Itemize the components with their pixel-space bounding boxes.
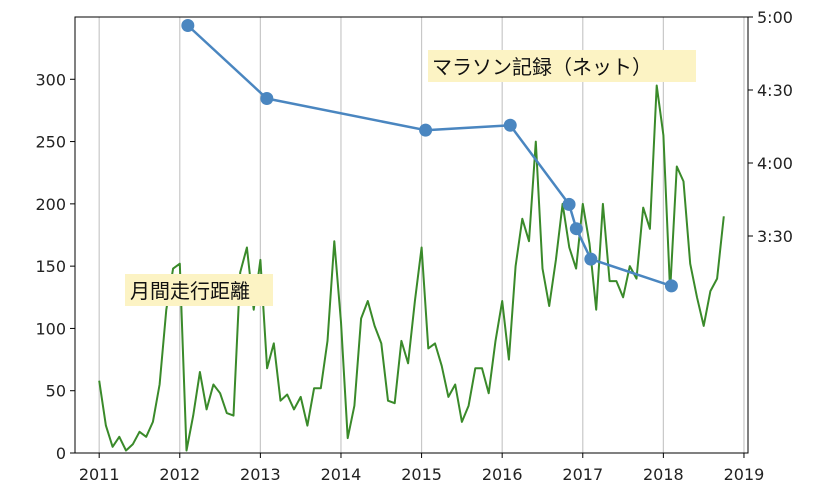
x-tick-label-2019: 2019 [724,465,765,484]
right-axis-ticks: 3:30 4:00 4:30 5:00 [748,8,793,246]
marathon-point-2 [419,123,433,137]
marathon-point-1 [260,92,274,106]
left-tick-label-150: 150 [35,257,66,276]
right-tick-label-2: 4:30 [757,81,793,100]
left-tick-label-100: 100 [35,319,66,338]
x-axis-ticks: 2011 2012 2013 2014 2015 2016 2017 2018 2019 [79,453,765,484]
x-tick-label-2018: 2018 [643,465,684,484]
marathon-point-0 [181,19,195,33]
marathon-series-label: マラソン記録（ネット） [432,55,652,79]
axes [74,16,749,454]
right-tick-label-1: 4:00 [757,154,793,173]
marathon-label-background [428,50,696,82]
distance-series-label: 月間走行距離 [130,279,250,303]
distance-label-box: 月間走行距離 [125,274,273,306]
right-tick-label-0: 3:30 [757,227,793,246]
vertical-grid [98,17,745,453]
plot-frame [74,16,749,454]
left-tick-label-0: 0 [56,444,66,463]
left-tick-label-200: 200 [35,195,66,214]
right-tick-label-3: 5:00 [757,8,793,27]
x-tick-label-2012: 2012 [159,465,200,484]
x-tick-label-2017: 2017 [562,465,603,484]
x-tick-label-2014: 2014 [321,465,362,484]
distance-label-background [125,274,273,306]
x-tick-label-2011: 2011 [79,465,120,484]
marathon-point-3 [503,118,517,132]
x-tick-label-2013: 2013 [240,465,281,484]
left-tick-label-250: 250 [35,133,66,152]
x-tick-label-2016: 2016 [482,465,523,484]
marathon-point-4 [562,197,576,211]
series-line-0 [98,84,725,452]
marathon-label-box: マラソン記録（ネット） [428,50,696,82]
left-axis-ticks: 0 50 100 150 200 250 300 [35,70,75,463]
marathon-point-6 [584,252,598,266]
left-tick-label-50: 50 [46,382,66,401]
x-tick-label-2015: 2015 [401,465,442,484]
marathon-point-5 [569,222,583,236]
marathon-point-7 [664,279,678,293]
series-lines [98,24,725,452]
left-tick-label-300: 300 [35,70,66,89]
series-markers [181,19,678,293]
